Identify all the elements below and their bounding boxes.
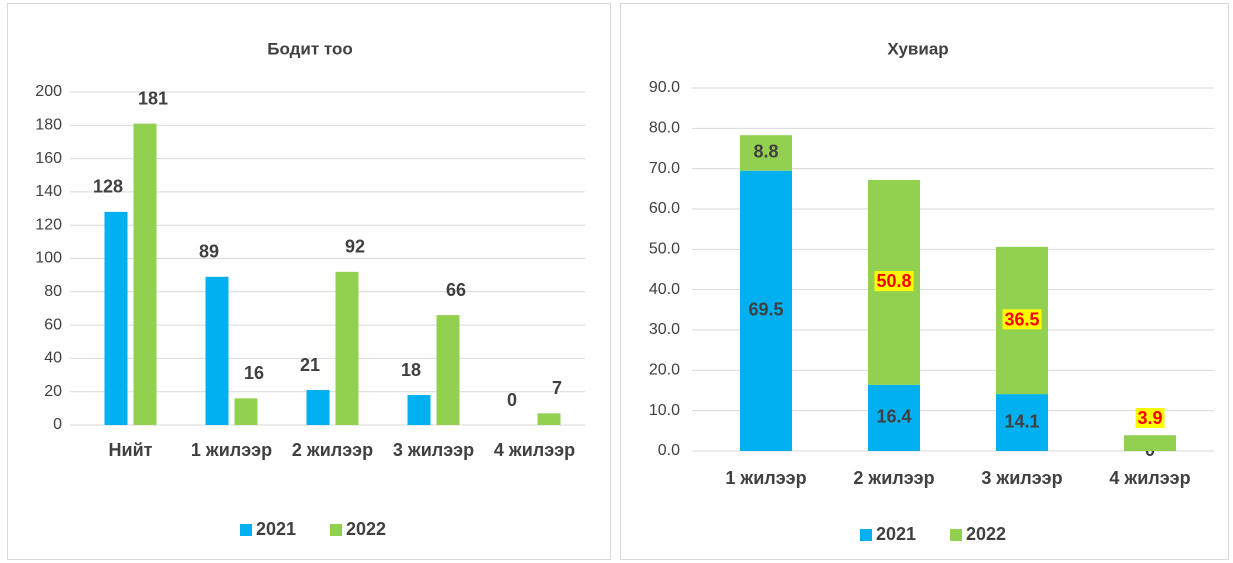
y-tick-label: 40 <box>44 350 62 367</box>
label-highlight <box>1002 309 1042 330</box>
data-label: 181 <box>138 88 168 108</box>
data-label: 7 <box>552 378 562 398</box>
bar-segment <box>996 394 1048 451</box>
data-label: 0 <box>507 390 517 410</box>
data-label: 14.1 <box>1004 411 1039 431</box>
y-tick-label: 0 <box>53 416 62 433</box>
y-tick-label: 10.0 <box>649 402 680 419</box>
bar-segment <box>740 170 792 451</box>
chart-title: Хувиар <box>887 39 948 58</box>
bar-segment <box>868 384 920 451</box>
data-label: 128 <box>93 177 123 197</box>
y-tick-label: 40.0 <box>649 281 680 298</box>
legend-label: 2022 <box>966 524 1006 544</box>
bar <box>537 413 561 425</box>
bar <box>436 315 460 425</box>
legend-swatch <box>240 524 252 536</box>
y-tick-label: 60 <box>44 316 62 333</box>
y-tick-label: 120 <box>35 216 62 233</box>
panel <box>7 3 611 560</box>
legend-label: 2021 <box>256 519 296 539</box>
x-tick-label: 1 жилээр <box>725 468 807 488</box>
bar <box>205 276 229 425</box>
bar <box>104 211 128 425</box>
x-tick-label: 3 жилээр <box>981 468 1063 488</box>
panel <box>620 3 1229 560</box>
label-highlight <box>1135 408 1165 429</box>
legend-swatch <box>950 529 962 541</box>
bar <box>306 390 330 425</box>
bar <box>407 395 431 425</box>
data-label: 89 <box>199 242 219 262</box>
y-tick-label: 140 <box>35 183 62 200</box>
data-label: 3.9 <box>1137 408 1162 428</box>
x-tick-label: 2 жилээр <box>853 468 935 488</box>
y-tick-label: 80 <box>44 283 62 300</box>
y-tick-label: 80.0 <box>649 120 680 137</box>
y-tick-label: 100 <box>35 250 62 267</box>
legend-swatch <box>860 529 872 541</box>
y-tick-label: 20 <box>44 383 62 400</box>
data-label: 36.5 <box>1004 309 1039 329</box>
data-label: 21 <box>300 355 320 375</box>
data-label: 16.4 <box>876 407 911 427</box>
y-tick-label: 20.0 <box>649 362 680 379</box>
y-tick-label: 200 <box>35 83 62 100</box>
chart-title: Бодит тоо <box>267 39 353 58</box>
y-tick-label: 30.0 <box>649 321 680 338</box>
y-tick-label: 50.0 <box>649 241 680 258</box>
y-tick-label: 0.0 <box>658 442 680 459</box>
bar <box>335 271 359 425</box>
data-label: 8.8 <box>753 142 778 162</box>
y-tick-label: 60.0 <box>649 200 680 217</box>
y-tick-label: 70.0 <box>649 160 680 177</box>
legend-label: 2021 <box>876 524 916 544</box>
bar-segment <box>1124 435 1176 451</box>
data-label: 92 <box>345 237 365 257</box>
bar-segment <box>740 135 792 171</box>
x-tick-label: 4 жилээр <box>493 440 576 460</box>
x-tick-label: Нийт <box>108 440 153 460</box>
data-label: 18 <box>401 360 421 380</box>
x-tick-label: 3 жилээр <box>392 440 475 460</box>
x-tick-label: 1 жилээр <box>190 440 273 460</box>
data-label: 69.5 <box>748 300 783 320</box>
bar <box>133 123 157 425</box>
y-tick-label: 180 <box>35 117 62 134</box>
data-label: 16 <box>244 363 264 383</box>
x-tick-label: 2 жилээр <box>291 440 374 460</box>
label-highlight <box>874 271 914 292</box>
bar <box>234 398 258 425</box>
legend-swatch <box>330 524 342 536</box>
x-tick-label: 4 жилээр <box>1109 468 1191 488</box>
y-tick-label: 160 <box>35 150 62 167</box>
legend-label: 2022 <box>346 519 386 539</box>
data-label: 66 <box>446 280 466 300</box>
y-tick-label: 90.0 <box>649 79 680 96</box>
data-label: 50.8 <box>876 271 911 291</box>
